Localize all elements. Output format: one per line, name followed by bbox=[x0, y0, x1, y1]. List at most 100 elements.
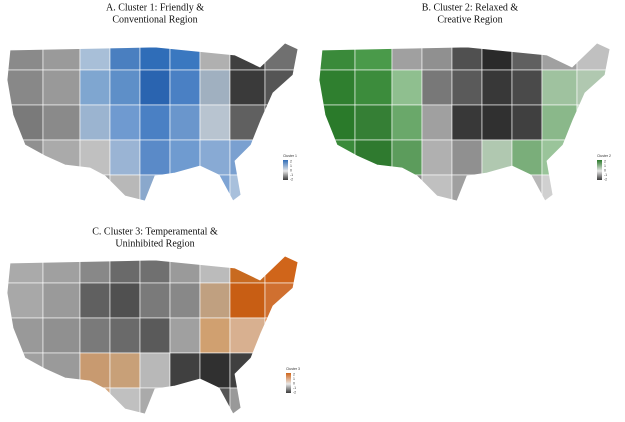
state-region bbox=[511, 69, 543, 106]
state-region bbox=[229, 139, 266, 176]
state-region bbox=[264, 43, 298, 71]
legend-label: -2 bbox=[290, 177, 293, 181]
map-panel bbox=[6, 255, 299, 415]
legend-label: -2 bbox=[604, 177, 607, 181]
state-region bbox=[229, 43, 266, 71]
legend-label: 0 bbox=[604, 168, 606, 172]
state-region bbox=[139, 256, 171, 284]
legend-gradient bbox=[286, 373, 291, 393]
state-region bbox=[109, 174, 141, 201]
state-region bbox=[42, 256, 81, 284]
state-region bbox=[139, 69, 171, 106]
state-region bbox=[7, 174, 44, 201]
state-regions bbox=[7, 256, 298, 414]
state-region bbox=[169, 104, 201, 141]
state-region bbox=[229, 69, 266, 106]
panel-title: A. Cluster 1: Friendly & bbox=[106, 2, 204, 13]
state-region bbox=[139, 282, 171, 319]
state-region bbox=[319, 43, 356, 71]
legend-label: 1 bbox=[293, 377, 295, 381]
state-region bbox=[511, 174, 543, 201]
map-panel bbox=[6, 42, 299, 202]
state-region bbox=[139, 352, 171, 389]
state-region bbox=[109, 387, 141, 414]
state-region bbox=[264, 69, 298, 106]
state-region bbox=[169, 256, 201, 284]
state-region bbox=[264, 256, 298, 284]
state-region bbox=[199, 139, 231, 176]
state-region bbox=[451, 69, 483, 106]
state-region bbox=[79, 139, 111, 176]
state-region bbox=[42, 43, 81, 71]
state-region bbox=[354, 174, 393, 201]
state-region bbox=[79, 174, 111, 201]
state-region bbox=[391, 104, 423, 141]
state-region bbox=[264, 282, 298, 319]
state-region bbox=[109, 69, 141, 106]
state-region bbox=[576, 43, 610, 71]
state-regions bbox=[7, 43, 298, 201]
legend-gradient bbox=[597, 160, 602, 180]
state-region bbox=[421, 139, 453, 176]
legend-label: 1 bbox=[604, 164, 606, 168]
panel-title: C. Cluster 3: Temperamental & bbox=[92, 226, 218, 237]
state-region bbox=[541, 174, 578, 201]
state-region bbox=[139, 139, 171, 176]
state-region bbox=[169, 352, 201, 389]
state-region bbox=[7, 256, 44, 284]
legend-title: Cluster 2 bbox=[597, 154, 611, 158]
state-region bbox=[199, 174, 231, 201]
legend-label: 0 bbox=[293, 381, 295, 385]
state-region bbox=[264, 387, 298, 414]
state-region bbox=[481, 43, 513, 71]
state-region bbox=[511, 139, 543, 176]
state-region bbox=[264, 317, 298, 354]
state-region bbox=[79, 352, 111, 389]
state-region bbox=[169, 282, 201, 319]
state-region bbox=[199, 43, 231, 71]
state-region bbox=[391, 139, 423, 176]
legend-label: 0 bbox=[290, 168, 292, 172]
legend-label: -2 bbox=[293, 390, 296, 394]
legend-label: -1 bbox=[293, 386, 296, 390]
state-region bbox=[109, 43, 141, 71]
state-region bbox=[7, 282, 44, 319]
panel-title: Creative Region bbox=[437, 14, 502, 25]
state-region bbox=[451, 139, 483, 176]
panel-title: B. Cluster 2: Relaxed & bbox=[422, 2, 519, 13]
state-region bbox=[42, 174, 81, 201]
state-region bbox=[7, 69, 44, 106]
state-region bbox=[7, 104, 44, 141]
legend-label: 2 bbox=[604, 159, 606, 163]
legend-label: 2 bbox=[293, 372, 295, 376]
state-region bbox=[229, 352, 266, 389]
legend-gradient bbox=[283, 160, 288, 180]
country-outline bbox=[6, 255, 299, 415]
state-region bbox=[391, 69, 423, 106]
state-region bbox=[42, 282, 81, 319]
state-region bbox=[7, 387, 44, 414]
state-region bbox=[541, 69, 578, 106]
state-region bbox=[354, 69, 393, 106]
state-region bbox=[319, 139, 356, 176]
state-region bbox=[481, 174, 513, 201]
state-region bbox=[169, 317, 201, 354]
state-region bbox=[421, 104, 453, 141]
state-region bbox=[319, 104, 356, 141]
state-region bbox=[391, 174, 423, 201]
state-region bbox=[109, 139, 141, 176]
state-region bbox=[169, 174, 201, 201]
state-region bbox=[264, 104, 298, 141]
state-region bbox=[79, 104, 111, 141]
map-panel bbox=[318, 42, 611, 202]
state-region bbox=[79, 282, 111, 319]
state-region bbox=[169, 43, 201, 71]
state-region bbox=[169, 139, 201, 176]
state-region bbox=[42, 317, 81, 354]
state-region bbox=[541, 43, 578, 71]
state-region bbox=[79, 43, 111, 71]
